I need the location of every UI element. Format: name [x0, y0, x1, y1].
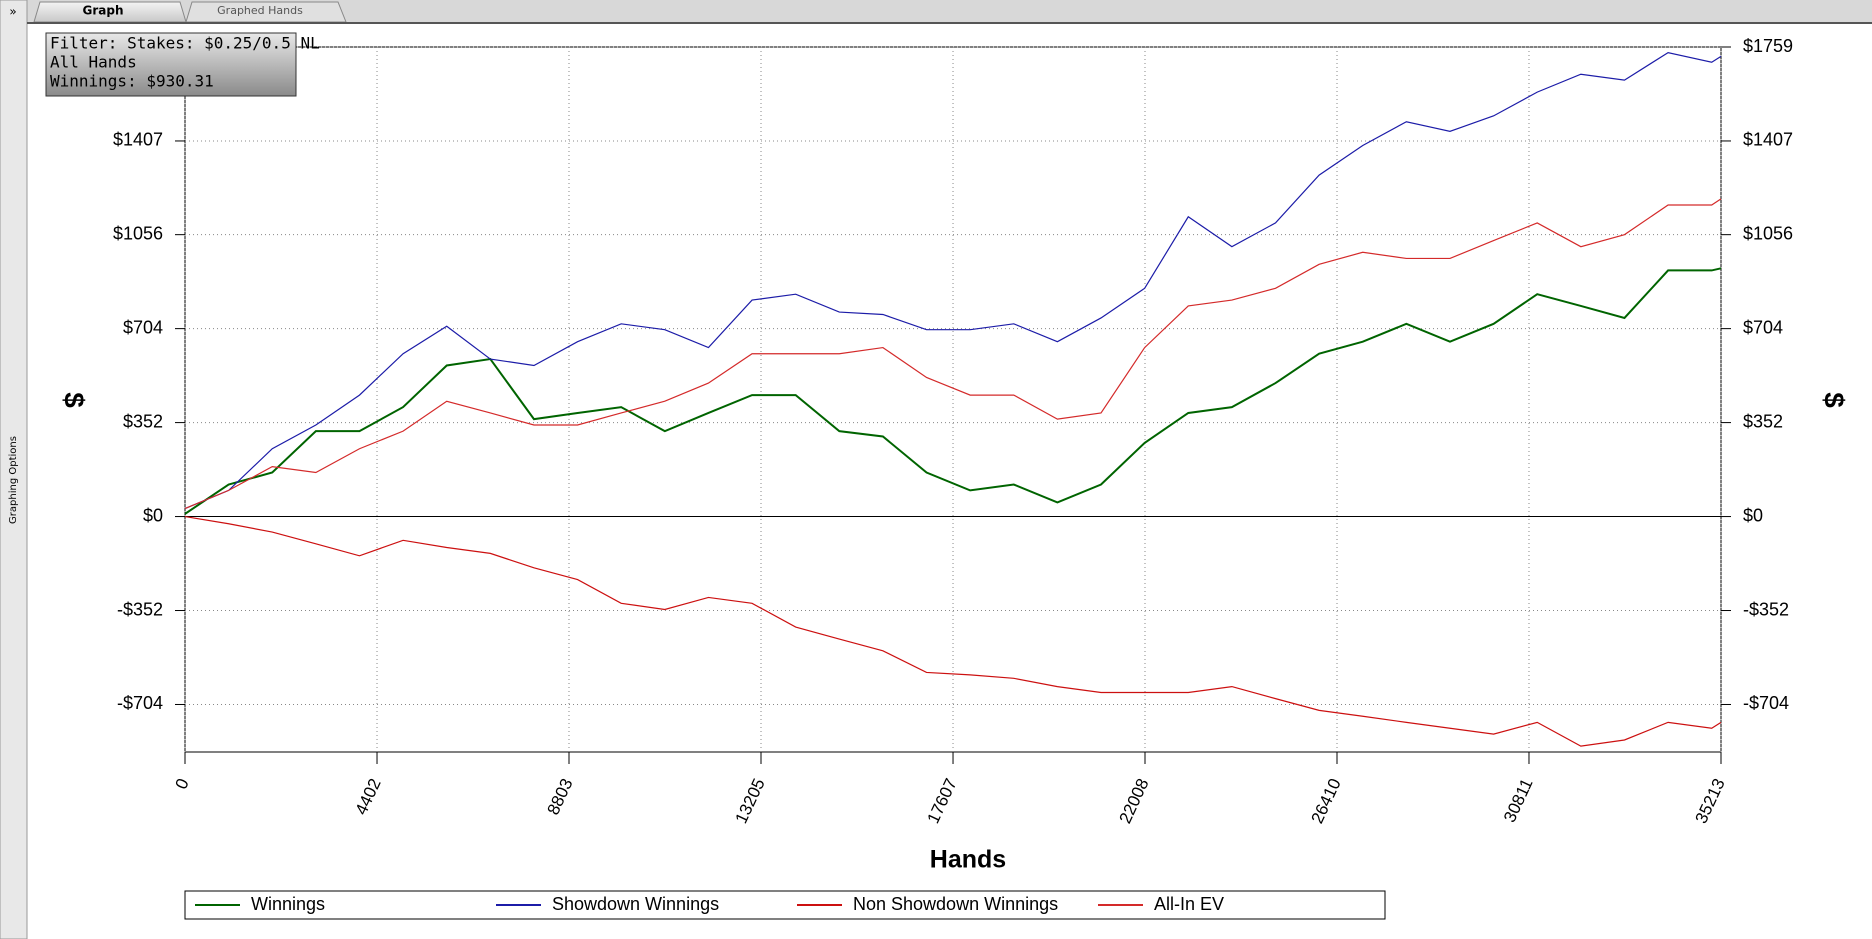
- x-tick-label: 17607: [924, 776, 961, 827]
- legend-label: Winnings: [251, 894, 325, 914]
- series-line: [184, 198, 1722, 510]
- y-tick-label: $1056: [113, 223, 163, 243]
- y2-tick-label: $1056: [1743, 223, 1793, 243]
- y-tick-label: $352: [123, 411, 163, 431]
- y2-tick-label: $1407: [1743, 130, 1793, 150]
- filter-text: All Hands: [50, 53, 137, 72]
- y-tick-label: $1407: [113, 130, 163, 150]
- y-tick-label: $0: [143, 505, 163, 525]
- y2-tick-label: -$704: [1743, 693, 1789, 713]
- x-tick-label: 26410: [1307, 776, 1344, 827]
- x-tick-label: 4402: [351, 776, 384, 818]
- series-line: [184, 515, 1722, 747]
- y2-tick-label: $0: [1743, 505, 1763, 525]
- sidebar-toggle[interactable]: »: [9, 5, 16, 19]
- x-tick-label: 8803: [543, 776, 576, 818]
- series-line: [184, 51, 1722, 510]
- y-tick-label: $704: [123, 317, 163, 337]
- filter-text: Winnings: $930.31: [50, 72, 214, 91]
- y-axis-label: $: [59, 392, 90, 408]
- y2-tick-label: $704: [1743, 317, 1783, 337]
- y2-tick-label: -$352: [1743, 599, 1789, 619]
- x-tick-label: 22008: [1115, 776, 1152, 827]
- legend-label: Non Showdown Winnings: [853, 894, 1058, 914]
- legend: [184, 890, 1386, 920]
- legend-label: Showdown Winnings: [552, 894, 719, 914]
- legend-label: All-In EV: [1154, 894, 1224, 914]
- filter-box: [45, 32, 297, 97]
- tab-label[interactable]: Graphed Hands: [217, 4, 303, 17]
- x-tick-label: 0: [171, 776, 192, 793]
- y2-axis-label: $: [1819, 392, 1850, 408]
- y-tick-label: -$352: [117, 599, 163, 619]
- y2-tick-label: $352: [1743, 411, 1783, 431]
- sidebar-label[interactable]: Graphing Options: [8, 436, 19, 524]
- x-axis-label: Hands: [930, 846, 1006, 874]
- y2-tick-label: $1759: [1743, 36, 1793, 56]
- x-tick-label: 35213: [1691, 776, 1728, 827]
- series-line: [184, 267, 1722, 515]
- y-tick-label: -$704: [117, 693, 163, 713]
- filter-text: Filter: Stakes: $0.25/0.5 NL: [50, 34, 320, 53]
- sidebar: [0, 0, 28, 939]
- tab-label[interactable]: Graph: [83, 4, 124, 18]
- x-tick-label: 30811: [1500, 776, 1537, 826]
- x-tick-label: 13205: [731, 776, 768, 827]
